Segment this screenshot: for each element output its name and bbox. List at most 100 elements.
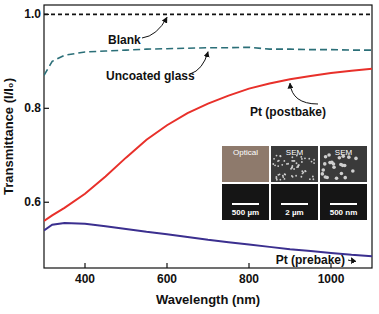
grain xyxy=(305,170,307,172)
y-tick xyxy=(44,108,49,109)
x-tick-label: 400 xyxy=(75,272,95,286)
grain xyxy=(300,176,302,178)
y-tick xyxy=(44,202,49,203)
series-line xyxy=(44,223,372,256)
grain xyxy=(351,169,355,173)
scale-panel xyxy=(222,184,269,220)
micrograph xyxy=(320,146,367,182)
grain xyxy=(277,165,279,167)
grain xyxy=(327,153,331,157)
grain xyxy=(309,178,311,180)
x-tick xyxy=(248,263,249,268)
inset-title: Optical xyxy=(233,148,258,157)
grain xyxy=(324,155,328,159)
series-line xyxy=(44,14,372,16)
grain xyxy=(343,176,347,180)
grain xyxy=(328,161,332,165)
grain xyxy=(297,166,299,168)
grain xyxy=(283,160,285,162)
grain xyxy=(301,158,303,160)
series-annotation: Uncoated glass xyxy=(106,69,195,83)
scale-bar xyxy=(232,203,259,205)
grain xyxy=(339,163,343,167)
grain xyxy=(277,174,279,176)
grain xyxy=(301,161,303,163)
x-tick xyxy=(84,263,85,268)
series-annotation: Pt (postbake) xyxy=(250,105,326,119)
grain xyxy=(274,164,276,166)
grain xyxy=(284,178,286,180)
grain xyxy=(321,172,325,176)
grain xyxy=(293,168,295,170)
grain xyxy=(312,176,314,178)
grain xyxy=(276,177,278,179)
y-axis-label: Transmittance (I/I₀) xyxy=(1,78,16,195)
scale-bar xyxy=(281,203,308,205)
annotation-arrow xyxy=(348,258,352,261)
grain xyxy=(312,178,314,180)
grain xyxy=(279,179,281,181)
grain xyxy=(354,157,358,161)
inset-title: SEM xyxy=(286,148,304,157)
grain xyxy=(284,174,286,176)
annotation-arrow xyxy=(142,17,167,38)
series-annotation: Pt (prebake) xyxy=(276,253,345,267)
grain xyxy=(281,164,283,166)
grain xyxy=(277,160,279,162)
grain xyxy=(325,176,329,180)
inset-title: SEM xyxy=(335,148,353,157)
grain xyxy=(303,172,305,174)
grain xyxy=(340,172,344,176)
grain xyxy=(279,155,281,157)
scale-panel xyxy=(320,184,367,220)
chart: 40060080010000.60.81.0Wavelength (nm)Tra… xyxy=(0,0,379,314)
grain xyxy=(323,162,327,166)
x-tick-label: 1000 xyxy=(318,272,345,286)
grain xyxy=(292,160,294,162)
grain xyxy=(302,173,304,175)
y-tick-label: 0.8 xyxy=(24,101,41,115)
grain xyxy=(295,175,297,177)
grain xyxy=(292,176,294,178)
grain xyxy=(296,162,298,164)
grain xyxy=(311,161,313,163)
y-tick-label: 0.6 xyxy=(24,195,41,209)
grain xyxy=(280,155,282,157)
grain xyxy=(282,175,284,177)
x-tick-label: 600 xyxy=(157,272,177,286)
inset-panel: SEM 500 nm xyxy=(320,146,367,220)
inset-panel: Optical 500 µm xyxy=(222,146,269,220)
series-line xyxy=(44,47,372,75)
grain xyxy=(284,173,286,175)
grain xyxy=(276,179,278,181)
scale-bar-label: 500 nm xyxy=(330,208,358,217)
annotation-arrow xyxy=(290,83,318,104)
grain xyxy=(273,158,275,160)
x-axis-label: Wavelength (nm) xyxy=(156,292,260,307)
annotation-arrow xyxy=(190,52,208,74)
grain xyxy=(291,165,293,167)
grain xyxy=(308,158,310,160)
scale-bar-label: 2 µm xyxy=(285,208,303,217)
micrograph xyxy=(222,146,269,182)
grain xyxy=(321,168,325,172)
scale-bar-label: 500 µm xyxy=(232,208,259,217)
grain xyxy=(332,165,336,169)
grain xyxy=(298,164,300,166)
grain xyxy=(304,157,306,159)
micrograph xyxy=(271,146,318,182)
grain xyxy=(272,163,274,165)
y-tick-label: 1.0 xyxy=(24,7,41,21)
grain xyxy=(276,155,278,157)
x-tick xyxy=(166,263,167,268)
grain xyxy=(313,162,315,164)
grain xyxy=(332,162,336,166)
grain xyxy=(335,176,339,180)
grain xyxy=(343,164,347,168)
inset-panel: SEM 2 µm xyxy=(271,146,318,220)
plot-frame xyxy=(44,5,372,268)
scale-bar xyxy=(330,203,357,205)
grain xyxy=(286,163,288,165)
lines xyxy=(44,14,372,256)
series-annotation: Blank xyxy=(108,33,141,47)
